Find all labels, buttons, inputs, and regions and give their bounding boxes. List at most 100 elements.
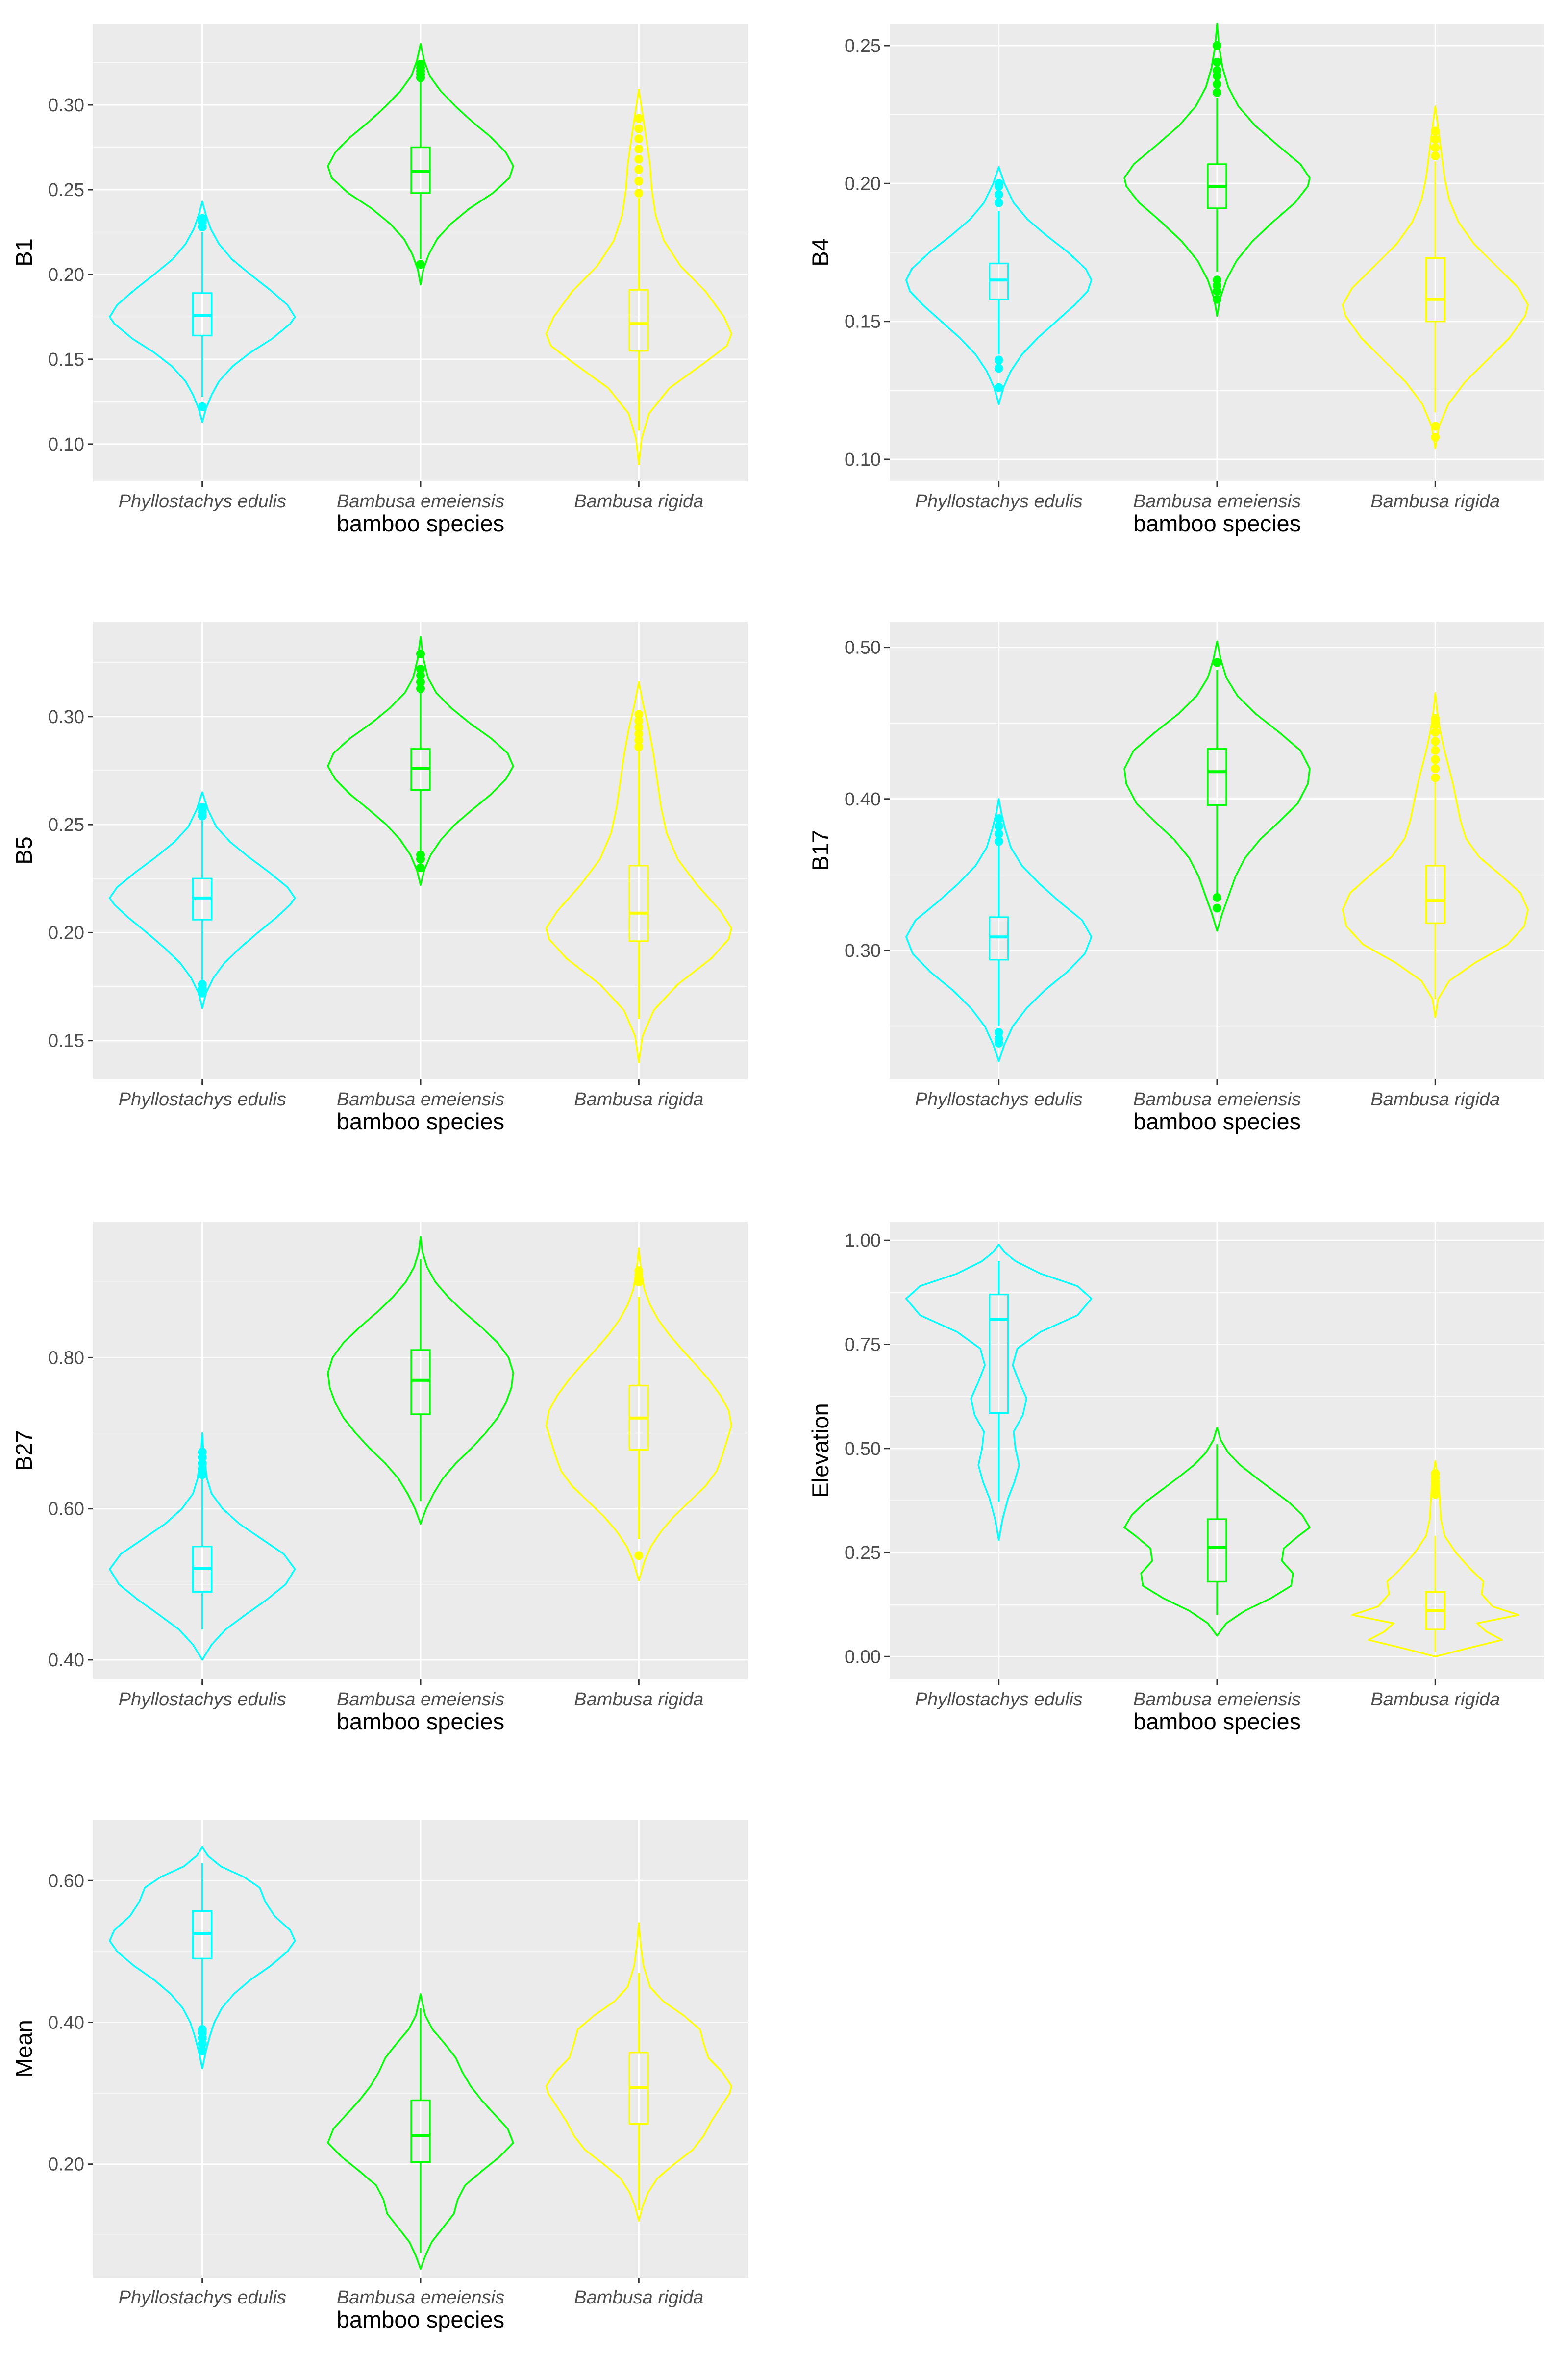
outlier-point: [198, 2046, 207, 2055]
outlier-point: [634, 736, 644, 745]
series-bambusa-rigida: [1342, 692, 1529, 1018]
outlier-point: [634, 145, 644, 153]
x-category-label: Bambusa rigida: [574, 1089, 703, 1110]
x-axis-title: bamboo species: [1133, 510, 1301, 536]
outlier-point: [1431, 135, 1440, 144]
x-category-label: Bambusa emeiensis: [337, 2287, 504, 2308]
x-axis-title: bamboo species: [337, 1108, 504, 1134]
series-bambusa-rigida: [1342, 105, 1529, 450]
outlier-point: [634, 188, 644, 198]
box: [1425, 257, 1446, 323]
series-bambusa-emeiensis: [1123, 23, 1311, 317]
y-tick-label: 0.40: [48, 1650, 84, 1671]
y-tick-label: 0.50: [845, 638, 881, 658]
y-axis-title: Elevation: [807, 1403, 833, 1498]
outlier-point: [1431, 720, 1440, 729]
outlier-point: [1431, 126, 1440, 136]
outlier-point: [416, 260, 425, 269]
x-category-label: Bambusa emeiensis: [337, 1089, 504, 1110]
box: [1207, 1518, 1227, 1583]
violin-outline: [545, 1247, 732, 1581]
series-bambusa-emeiensis: [327, 636, 514, 886]
chart-mean-panel: 0.20 0.40 0.60 Phyllostachys edulis Bambusa …: [11, 1820, 748, 2332]
outlier-point: [1213, 903, 1221, 913]
x-axis-title: bamboo species: [1133, 1708, 1301, 1734]
outlier-point: [994, 1034, 1003, 1043]
outlier-point: [994, 179, 1003, 188]
violin-outline: [545, 681, 732, 1063]
series-phyllostachys-edulis: [109, 1432, 296, 1661]
series-phyllostachys-edulis: [109, 1846, 296, 2070]
outlier-point: [634, 1266, 644, 1276]
violin-outline: [905, 1244, 1093, 1541]
outlier-point: [198, 214, 207, 223]
violin-outline: [109, 1846, 296, 2070]
y-tick-label: 0.20: [48, 923, 84, 943]
chart-b1-panel: 0.10 0.15 0.20 0.25 0.30 Phyllostachys edulis…: [11, 24, 748, 536]
outlier-point: [994, 364, 1003, 373]
x-category-label: Bambusa emeiensis: [337, 1689, 504, 1710]
y-tick-label: 0.15: [48, 1031, 84, 1051]
x-category-label: Phyllostachys edulis: [915, 491, 1083, 512]
x-category-label: Phyllostachys edulis: [915, 1089, 1083, 1110]
box: [628, 289, 649, 352]
series-bambusa-rigida: [1351, 1460, 1520, 1657]
y-tick-label: 0.10: [845, 450, 881, 470]
violin-outline: [109, 1432, 296, 1661]
series-bambusa-emeiensis: [327, 43, 514, 286]
violin-outline: [1123, 23, 1311, 317]
x-axis-title: bamboo species: [337, 2306, 504, 2332]
y-tick-label: 0.25: [48, 180, 84, 200]
chart-b4-panel: 0.10 0.15 0.20 0.25 Phyllostachys edulis Bamb…: [807, 23, 1544, 536]
outlier-point: [1431, 151, 1440, 161]
outlier-point: [1213, 275, 1221, 285]
outlier-point: [1431, 773, 1440, 782]
outlier-point: [1431, 422, 1440, 431]
outlier-point: [198, 2025, 207, 2034]
box: [1425, 865, 1446, 925]
outlier-point: [994, 1028, 1003, 1037]
series-bambusa-rigida: [545, 1922, 732, 2222]
violin-outline: [905, 166, 1093, 405]
series-bambusa-emeiensis: [1123, 1427, 1311, 1637]
outlier-point: [1213, 66, 1221, 75]
y-tick-label: 0.15: [845, 312, 881, 332]
outlier-point: [994, 822, 1003, 831]
outlier-point: [634, 710, 644, 719]
outlier-point: [1431, 764, 1440, 773]
y-tick-label: 0.20: [48, 265, 84, 285]
outlier-point: [1213, 88, 1221, 97]
x-category-label: Bambusa emeiensis: [1133, 491, 1301, 512]
violin-outline: [109, 791, 296, 1009]
outlier-point: [634, 716, 644, 726]
outlier-point: [994, 837, 1003, 846]
y-tick-label: 0.25: [48, 815, 84, 835]
y-tick-label: 0.60: [48, 1871, 84, 1891]
y-tick-label: 0.50: [845, 1439, 881, 1459]
y-axis-title: B4: [807, 238, 833, 267]
outlier-point: [994, 829, 1003, 838]
chart-b5-panel: 0.15 0.20 0.25 0.30 Phyllostachys edulis Bamb…: [11, 622, 748, 1134]
series-bambusa-rigida: [545, 1247, 732, 1581]
x-category-label: Phyllostachys edulis: [119, 491, 286, 512]
outlier-point: [1213, 57, 1221, 67]
y-tick-label: 1.00: [845, 1230, 881, 1251]
box: [1207, 748, 1227, 806]
x-axis-title: bamboo species: [337, 1708, 504, 1734]
y-axis-title: Mean: [11, 2020, 37, 2078]
outlier-point: [1213, 41, 1221, 50]
x-category-label: Bambusa rigida: [1370, 1089, 1500, 1110]
violin-outline: [545, 1922, 732, 2222]
y-tick-label: 0.40: [845, 789, 881, 810]
y-axis-title: B27: [11, 1430, 37, 1471]
outlier-point: [1431, 143, 1440, 152]
violin-outline: [1123, 1427, 1311, 1637]
outlier-point: [1213, 893, 1221, 902]
y-tick-label: 0.15: [48, 350, 84, 370]
outlier-point: [416, 850, 425, 859]
series-bambusa-emeiensis: [1123, 640, 1311, 932]
series-bambusa-emeiensis: [327, 1236, 514, 1525]
violin-outline: [1351, 1460, 1520, 1657]
series-bambusa-rigida: [545, 89, 732, 466]
